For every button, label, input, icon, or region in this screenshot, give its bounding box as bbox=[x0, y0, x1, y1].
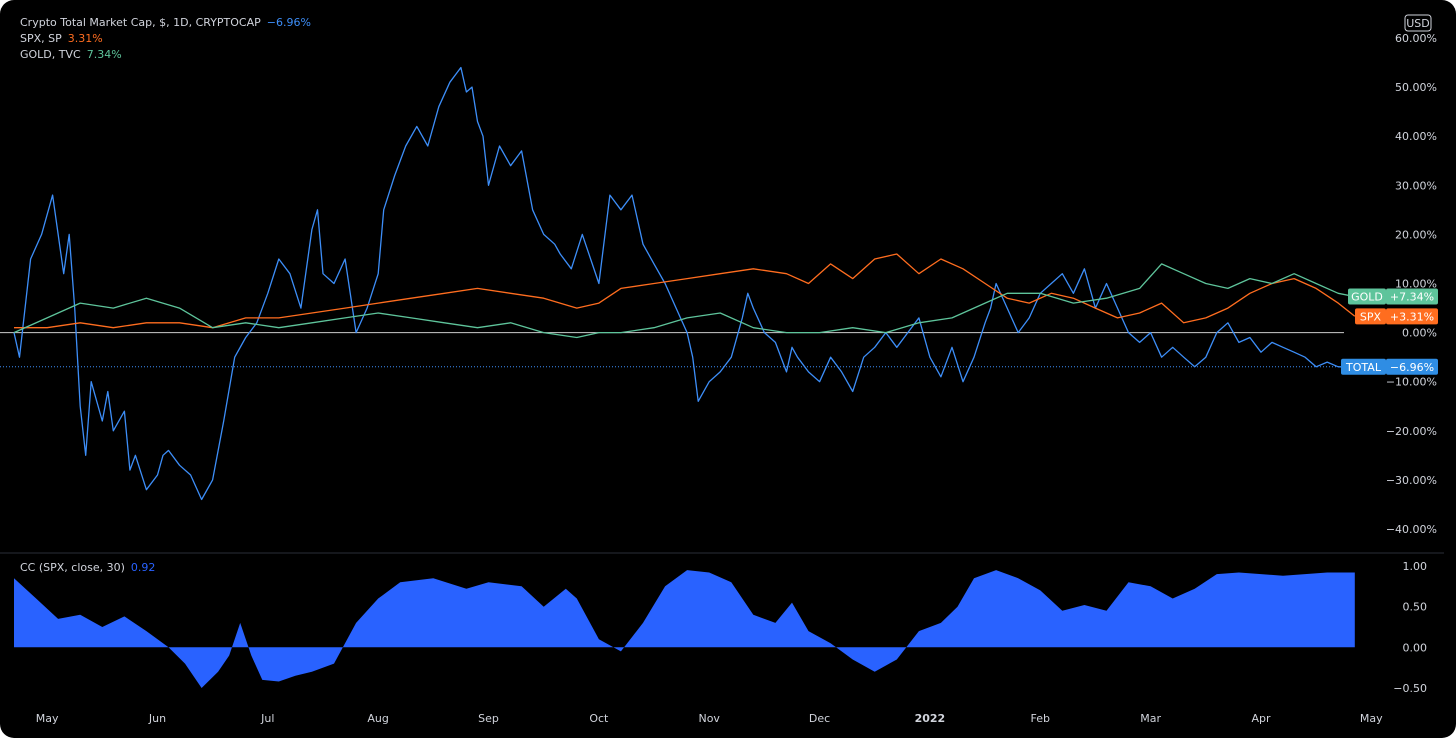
main-pane: 60.00% 50.00% 40.00% 30.00% 20.00% 10.00% 0.00… bbox=[0, 32, 1437, 536]
price-tag-value: +3.31% bbox=[1390, 310, 1434, 323]
main-legend: Crypto Total Market Cap, $, 1D, CRYPTOCA… bbox=[20, 16, 311, 61]
legend-row-spx: SPX, SP 3.31% bbox=[20, 32, 103, 45]
y-tick-label: 0.00% bbox=[1402, 327, 1437, 340]
legend-value-spx: 3.31% bbox=[68, 32, 103, 45]
cc-legend-row: CC (SPX, close, 30) 0.92 bbox=[20, 561, 155, 574]
price-tag-spx: SPX +3.31% bbox=[1355, 308, 1438, 325]
x-tick-label: May bbox=[36, 712, 59, 725]
x-axis: May Jun Jul Aug Sep Oct Nov Dec 2022 Feb Mar Apr May bbox=[36, 712, 1383, 725]
x-tick-label: Aug bbox=[367, 712, 388, 725]
x-tick-label: Feb bbox=[1031, 712, 1050, 725]
price-tag-gold: GOLD +7.34% bbox=[1348, 288, 1438, 305]
price-tag-value: +7.34% bbox=[1390, 291, 1434, 304]
price-tag-name: GOLD bbox=[1351, 291, 1383, 304]
y-tick-label: 50.00% bbox=[1395, 81, 1437, 94]
x-tick-label: Nov bbox=[698, 712, 720, 725]
x-tick-label: Mar bbox=[1140, 712, 1161, 725]
x-tick-label: Sep bbox=[478, 712, 499, 725]
legend-row-gold: GOLD, TVC 7.34% bbox=[20, 48, 122, 61]
cc-legend: CC (SPX, close, 30) 0.92 bbox=[20, 561, 155, 574]
price-tag-total: TOTAL −6.96% bbox=[1341, 358, 1438, 375]
y-tick-label: −10.00% bbox=[1386, 376, 1437, 389]
currency-button[interactable]: USD bbox=[1404, 14, 1432, 32]
y-tick-label: 60.00% bbox=[1395, 32, 1437, 45]
cc-area bbox=[14, 570, 1355, 688]
y-tick-label: 40.00% bbox=[1395, 130, 1437, 143]
cc-legend-value: 0.92 bbox=[131, 561, 156, 574]
y-tick-label: −40.00% bbox=[1386, 523, 1437, 536]
cc-y-tick-label: 0.00 bbox=[1403, 641, 1428, 654]
cc-pane: 1.00 0.50 0.00 −0.50 bbox=[14, 560, 1427, 695]
price-tag-name: SPX bbox=[1360, 310, 1382, 323]
legend-value-total: −6.96% bbox=[267, 16, 311, 29]
series-line-gold bbox=[13, 263, 1355, 339]
price-tag-name: TOTAL bbox=[1345, 361, 1382, 374]
series-line-spx bbox=[14, 253, 1356, 329]
x-tick-label: Oct bbox=[589, 712, 609, 725]
legend-value-gold: 7.34% bbox=[87, 48, 122, 61]
y-tick-label: 30.00% bbox=[1395, 179, 1437, 192]
price-tag-value: −6.96% bbox=[1390, 361, 1434, 374]
y-tick-label: −30.00% bbox=[1386, 474, 1437, 487]
x-tick-label: Jun bbox=[148, 712, 166, 725]
x-tick-label: Jul bbox=[260, 712, 274, 725]
x-tick-label: May bbox=[1360, 712, 1383, 725]
cc-y-tick-label: 1.00 bbox=[1403, 560, 1428, 573]
y-tick-label: 20.00% bbox=[1395, 228, 1437, 241]
x-tick-label: 2022 bbox=[915, 712, 946, 725]
legend-row-total: Crypto Total Market Cap, $, 1D, CRYPTOCA… bbox=[20, 16, 311, 29]
x-tick-label: Dec bbox=[809, 712, 830, 725]
cc-y-tick-label: −0.50 bbox=[1393, 682, 1427, 695]
currency-button-label: USD bbox=[1406, 17, 1430, 30]
y-tick-label: −20.00% bbox=[1386, 425, 1437, 438]
x-tick-label: Apr bbox=[1251, 712, 1271, 725]
y-tick-label: 10.00% bbox=[1395, 278, 1437, 291]
price-tags: GOLD +7.34% SPX +3.31% TOTAL −6.96% bbox=[1341, 288, 1438, 375]
series-line-total bbox=[13, 66, 1355, 501]
cc-y-tick-label: 0.50 bbox=[1403, 601, 1428, 614]
